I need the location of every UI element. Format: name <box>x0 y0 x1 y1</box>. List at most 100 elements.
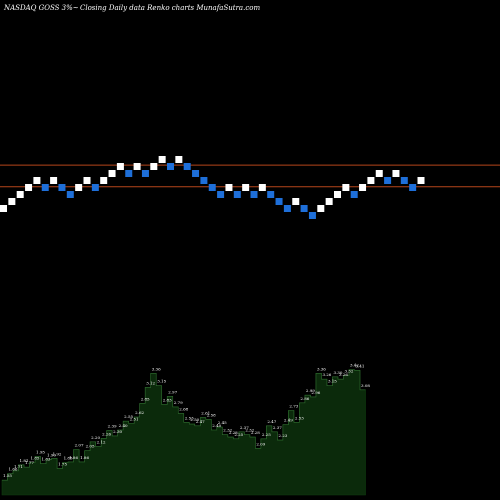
volume-value-label: 2.50 <box>190 417 199 422</box>
volume-value-label: 2.55 <box>124 414 133 419</box>
renko-brick-down <box>250 191 258 198</box>
renko-brick-down <box>183 163 191 170</box>
renko-brick-down <box>233 191 241 198</box>
renko-brick-down <box>208 184 216 191</box>
volume-value-label: 2.40 <box>212 423 221 428</box>
renko-brick-down <box>400 177 408 184</box>
volume-value-label: 2.23 <box>278 433 287 438</box>
volume-value-label: 2.25 <box>262 432 271 437</box>
volume-value-label: 2.28 <box>229 430 238 435</box>
volume-value-label: 2.32 <box>223 428 232 433</box>
renko-brick-up <box>50 177 58 184</box>
volume-value-label: 2.83 <box>163 398 172 403</box>
volume-value-label: 2.28 <box>251 430 260 435</box>
volume-value-label: 2.61 <box>201 411 210 416</box>
volume-value-label: 2.40 <box>119 423 128 428</box>
volume-value-label: 2.20 <box>91 435 100 440</box>
volume-value-label: 1.95 <box>36 450 45 455</box>
renko-brick-down <box>267 191 275 198</box>
volume-value-label: 3.42 <box>350 363 359 368</box>
volume-value-label: 2.86 <box>300 396 309 401</box>
volume-value-label: 2.37 <box>240 425 249 430</box>
volume-value-label: 1.92 <box>53 451 62 456</box>
volume-value-label: 2.85 <box>141 396 150 401</box>
renko-brick-up <box>359 184 367 191</box>
volume-value-label: 1.66 <box>9 467 18 472</box>
renko-brick-up <box>133 163 141 170</box>
renko-brick-down <box>283 205 291 212</box>
volume-value-label: 1.55 <box>3 473 12 478</box>
renko-brick-up <box>33 177 41 184</box>
volume-value-label: 2.39 <box>108 424 117 429</box>
volume-value-label: 2.96 <box>311 390 320 395</box>
volume-value-label: 2.58 <box>207 412 216 417</box>
renko-brick-up <box>417 177 425 184</box>
renko-brick-down <box>91 184 99 191</box>
volume-value-label: 2.09 <box>256 441 265 446</box>
volume-area <box>1 369 366 496</box>
volume-value-label: 1.75 <box>58 461 67 466</box>
renko-brick-down <box>300 205 308 212</box>
volume-outline <box>2 369 366 481</box>
renko-brick-down <box>192 170 200 177</box>
volume-value-label: 3.36 <box>317 366 326 371</box>
renko-brick-up <box>8 198 16 205</box>
volume-value-label: 2.79 <box>174 400 183 405</box>
renko-brick-down <box>275 198 283 205</box>
renko-brick-up <box>317 205 325 212</box>
volume-value-label: 2.05 <box>86 444 95 449</box>
volume-value-label: 2.12 <box>97 440 106 445</box>
guide-lines <box>0 164 500 188</box>
renko-brick-up <box>75 184 83 191</box>
renko-brick-down <box>125 170 133 177</box>
volume-value-label: 3.36 <box>152 366 161 371</box>
volume-value-label: 1.86 <box>80 455 89 460</box>
renko-brick-down <box>217 191 225 198</box>
volume-value-labels: 1.551.661.711.811.771.851.951.831.901.92… <box>3 363 370 479</box>
volume-value-label: 1.85 <box>64 456 73 461</box>
renko-brick-down <box>41 184 49 191</box>
renko-brick-down <box>200 177 208 184</box>
renko-brick-down <box>350 191 358 198</box>
volume-value-label: 2.30 <box>113 429 122 434</box>
renko-brick-up <box>325 198 333 205</box>
renko-bricks <box>0 156 425 219</box>
volume-value-label: 2.97 <box>168 389 177 394</box>
renko-brick-up <box>242 184 250 191</box>
volume-value-label: 2.07 <box>75 443 84 448</box>
volume-value-label: 2.49 <box>284 418 293 423</box>
volume-value-label: 3.32 <box>344 369 353 374</box>
renko-brick-up <box>0 205 7 212</box>
renko-brick-up <box>375 170 383 177</box>
volume-value-label: 3.12 <box>146 380 155 385</box>
renko-brick-up <box>175 156 183 163</box>
renko-brick-down <box>308 212 316 219</box>
renko-brick-down <box>409 184 417 191</box>
renko-brick-up <box>16 191 24 198</box>
renko-brick-down <box>141 170 149 177</box>
renko-brick-up <box>158 156 166 163</box>
volume-value-label: 3.15 <box>328 379 337 384</box>
volume-value-label: 2.45 <box>218 420 227 425</box>
renko-brick-up <box>292 198 300 205</box>
volume-value-label: 2.62 <box>135 410 144 415</box>
symbol-label: NASDAQ GOSS 3%~ <box>3 4 79 12</box>
volume-value-label: 3.15 <box>157 379 166 384</box>
volume-value-label: 3.26 <box>339 372 348 377</box>
volume-value-label: 2.26 <box>102 431 111 436</box>
volume-value-label: 2.53 <box>185 415 194 420</box>
renko-brick-down <box>384 177 392 184</box>
chart-description: Closing Daily data Renko charts MunafaSu… <box>80 4 260 12</box>
volume-value-label: 1.71 <box>14 464 23 469</box>
renko-brick-up <box>392 170 400 177</box>
volume-value-label: 2.47 <box>196 419 205 424</box>
volume-value-label: 1.85 <box>31 456 40 461</box>
volume-value-label: 1.83 <box>42 457 51 462</box>
volume-value-label: 1.81 <box>20 458 29 463</box>
volume-value-label: 3.08 <box>361 383 370 388</box>
renko-brick-up <box>334 191 341 198</box>
volume-value-label: 2.73 <box>289 404 298 409</box>
volume-value-label: 1.77 <box>25 460 34 465</box>
